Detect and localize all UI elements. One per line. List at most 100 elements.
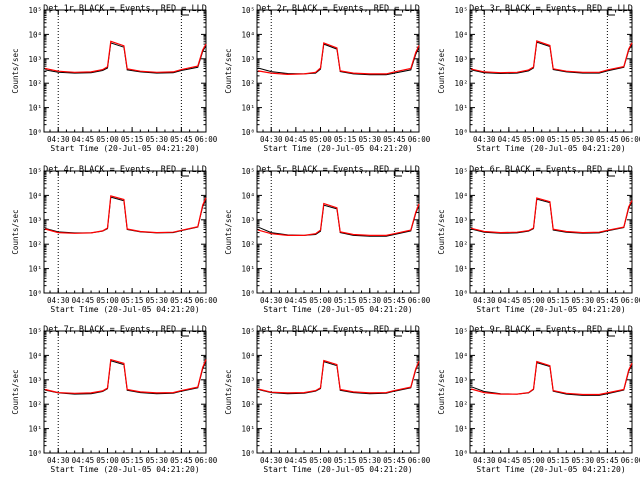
chart-panel: Det 6r BLACK = Events, RED = LLD 10⁰ 10¹ 10… <box>437 165 640 314</box>
y-tick-label: 10² <box>454 79 468 88</box>
x-tick-label: 06:00 <box>408 456 431 465</box>
x-axis-label: Start Time (20-Jul-05 04:21:20) <box>476 305 625 314</box>
plot-frame <box>256 9 420 133</box>
chart-title: Det 7r BLACK = Events, RED = LLD <box>43 325 207 335</box>
x-tick-label: 05:30 <box>358 296 381 305</box>
x-axis-label: Start Time (20-Jul-05 04:21:20) <box>476 144 625 153</box>
x-tick-label: 05:45 <box>383 135 406 144</box>
chart-panel: Det 7r BLACK = Events, RED = LLD 10⁰ 10¹ 10… <box>11 325 218 474</box>
y-tick-label: 10⁵ <box>454 327 468 336</box>
x-tick-label: 05:00 <box>309 135 332 144</box>
x-tick-label: 05:45 <box>383 296 406 305</box>
chart-panel: Det 2r BLACK = Events, RED = LLD 10⁰ 10¹ 10… <box>224 4 431 153</box>
x-tick-label: 05:30 <box>571 296 594 305</box>
y-tick-label: 10² <box>454 240 468 249</box>
y-tick-label: 10⁴ <box>241 30 255 39</box>
y-axis-label: Counts/sec <box>224 209 233 254</box>
chart-title: Det 1r BLACK = Events, RED = LLD <box>43 4 207 14</box>
y-tick-label: 10³ <box>241 55 255 64</box>
y-tick-label: 10⁰ <box>28 128 42 137</box>
y-tick-label: 10⁵ <box>241 6 255 15</box>
x-tick-label: 05:00 <box>96 456 119 465</box>
x-tick-label: 04:30 <box>47 135 70 144</box>
x-axis-label: Start Time (20-Jul-05 04:21:20) <box>50 144 199 153</box>
chart-panel: Det 4r BLACK = Events, RED = LLD 10⁰ 10¹ 10… <box>11 165 218 314</box>
legend-mark <box>394 8 402 16</box>
x-axis-label: Start Time (20-Jul-05 04:21:20) <box>263 144 412 153</box>
series-line-lld <box>44 40 207 73</box>
legend-mark <box>607 8 615 16</box>
y-tick-label: 10⁴ <box>28 191 42 200</box>
y-tick-label: 10² <box>241 79 255 88</box>
x-axis-label: Start Time (20-Jul-05 04:21:20) <box>263 465 412 474</box>
x-tick-label: 05:15 <box>547 135 570 144</box>
x-tick-label: 05:45 <box>170 135 193 144</box>
chart-title: Det 9r BLACK = Events, RED = LLD <box>469 325 633 335</box>
x-tick-label: 05:15 <box>334 456 357 465</box>
y-tick-label: 10⁴ <box>28 351 42 360</box>
legend-mark <box>394 169 402 177</box>
y-tick-label: 10² <box>28 79 42 88</box>
y-tick-label: 10² <box>28 400 42 409</box>
x-tick-label: 04:45 <box>72 456 95 465</box>
y-tick-label: 10⁴ <box>454 351 468 360</box>
y-tick-label: 10² <box>241 400 255 409</box>
y-axis-label: Counts/sec <box>11 48 20 93</box>
x-tick-label: 04:45 <box>72 135 95 144</box>
chart-title: Det 3r BLACK = Events, RED = LLD <box>469 4 633 14</box>
series-line-lld <box>257 202 420 236</box>
plot-frame <box>43 9 207 133</box>
x-tick-label: 05:45 <box>596 456 619 465</box>
legend-mark <box>607 169 615 177</box>
y-tick-label: 10⁰ <box>241 289 255 298</box>
y-tick-label: 10³ <box>454 376 468 385</box>
series-line-lld <box>470 40 633 74</box>
x-tick-label: 05:45 <box>383 456 406 465</box>
x-tick-label: 04:30 <box>47 296 70 305</box>
x-tick-label: 05:30 <box>358 135 381 144</box>
x-tick-label: 06:00 <box>408 296 431 305</box>
x-tick-label: 05:45 <box>596 296 619 305</box>
y-axis-label: Counts/sec <box>11 369 20 414</box>
x-tick-label: 05:30 <box>571 456 594 465</box>
y-tick-label: 10⁴ <box>241 351 255 360</box>
y-tick-label: 10⁰ <box>28 449 42 458</box>
y-axis-label: Counts/sec <box>437 48 446 93</box>
x-tick-label: 06:00 <box>408 135 431 144</box>
y-tick-label: 10¹ <box>454 425 468 434</box>
x-tick-label: 06:00 <box>195 296 218 305</box>
x-tick-label: 06:00 <box>621 135 640 144</box>
x-tick-label: 05:15 <box>334 135 357 144</box>
y-tick-label: 10¹ <box>454 265 468 274</box>
x-tick-label: 05:15 <box>121 456 144 465</box>
x-tick-label: 06:00 <box>195 135 218 144</box>
chart-title: Det 6r BLACK = Events, RED = LLD <box>469 165 633 175</box>
x-tick-label: 04:45 <box>498 456 521 465</box>
plot-frame <box>469 330 633 454</box>
x-tick-label: 05:00 <box>522 296 545 305</box>
y-tick-label: 10² <box>28 240 42 249</box>
y-tick-label: 10⁵ <box>28 6 42 15</box>
y-tick-label: 10⁴ <box>28 30 42 39</box>
series-line-lld <box>470 197 633 234</box>
y-tick-label: 10⁰ <box>454 289 468 298</box>
y-tick-label: 10³ <box>241 376 255 385</box>
legend-mark <box>181 8 189 16</box>
legend-mark <box>394 329 402 337</box>
chart-panel: Det 9r BLACK = Events, RED = LLD 10⁰ 10¹ 10… <box>437 325 640 474</box>
y-axis-label: Counts/sec <box>11 209 20 254</box>
x-tick-label: 05:00 <box>309 456 332 465</box>
y-tick-label: 10³ <box>28 216 42 225</box>
y-tick-label: 10³ <box>454 55 468 64</box>
x-tick-label: 06:00 <box>621 456 640 465</box>
legend-mark <box>181 169 189 177</box>
x-tick-label: 04:30 <box>473 456 496 465</box>
x-tick-label: 05:15 <box>121 135 144 144</box>
x-tick-label: 05:00 <box>96 296 119 305</box>
y-tick-label: 10¹ <box>241 425 255 434</box>
x-tick-label: 05:15 <box>334 296 357 305</box>
x-tick-label: 04:30 <box>473 135 496 144</box>
chart-title: Det 5r BLACK = Events, RED = LLD <box>256 165 420 175</box>
y-tick-label: 10² <box>454 400 468 409</box>
series-line-lld <box>44 195 207 234</box>
